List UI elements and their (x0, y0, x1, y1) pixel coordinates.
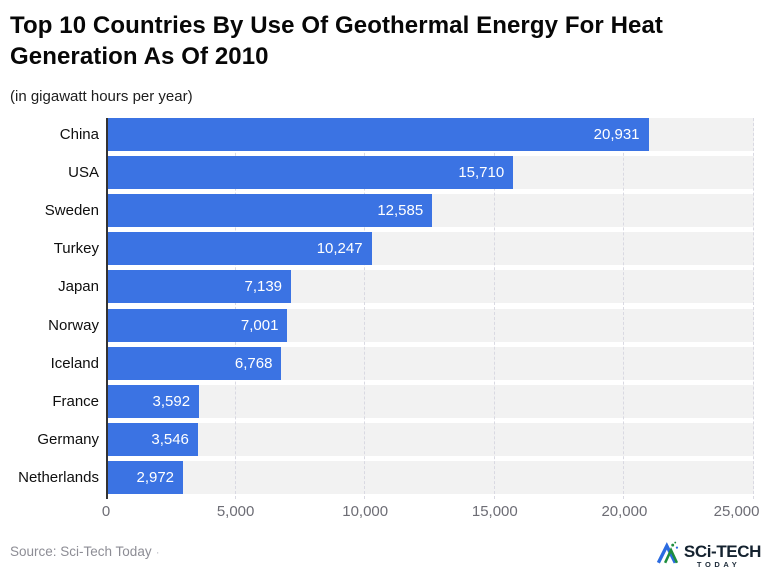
plot-area: 20,931 15,710 12,585 10,247 7,139 7,001 6,768 3… (106, 118, 754, 499)
logo-wordmark: SCi-TECH (683, 542, 761, 562)
bar-value-label: 6,768 (234, 354, 273, 372)
category-label-usa: USA (68, 164, 99, 182)
category-label-netherlands: Netherlands (18, 468, 99, 486)
category-label-turkey: Turkey (53, 240, 99, 258)
chart-subtitle: (in gigawatt hours per year) (10, 88, 193, 105)
gridline (493, 118, 495, 499)
bar-value-label: 7,139 (244, 278, 283, 296)
category-label-iceland: Iceland (50, 354, 99, 372)
bar-value-label: 2,972 (136, 468, 175, 486)
bar-turkey: 10,247 (106, 232, 372, 266)
x-tick-label: 5,000 (216, 503, 255, 520)
bar-value-label: 15,710 (458, 164, 505, 182)
bar-iceland: 6,768 (106, 346, 282, 380)
x-tick-label: 25,000 (713, 503, 760, 520)
chart-title: Top 10 Countries By Use Of Geothermal En… (10, 12, 663, 70)
logo-icon-svg (656, 541, 679, 564)
gridline (364, 118, 366, 499)
category-label-france: France (52, 392, 99, 410)
bar-value-label: 20,931 (593, 126, 640, 143)
source-separator-dot: · (155, 545, 160, 559)
bar-france: 3,592 (106, 384, 200, 418)
source-attribution: Source: Sci-Tech Today · (10, 544, 160, 559)
scitech-today-logo: SCi-TECH TODAY (655, 540, 761, 572)
bar-germany: 3,546 (106, 422, 198, 456)
x-tick-label: 20,000 (601, 503, 648, 520)
x-tick-label: 15,000 (471, 503, 518, 520)
category-label-norway: Norway (48, 316, 99, 334)
bar-value-label: 7,001 (240, 316, 279, 334)
bar-value-label: 10,247 (316, 240, 363, 258)
bar-china: 20,931 (106, 118, 649, 151)
bar-value-label: 12,585 (377, 202, 424, 220)
bar-value-label: 3,546 (151, 430, 189, 448)
y-axis-line (106, 118, 108, 499)
bar-sweden: 12,585 (106, 194, 433, 228)
category-label-germany: Germany (37, 430, 99, 448)
mountain-flask-icon (655, 540, 682, 572)
gridline (753, 118, 754, 499)
row-band (106, 384, 754, 418)
bar-japan: 7,139 (106, 270, 292, 304)
category-axis: China USA Sweden Turkey Japan Norway Iceland Fr… (0, 118, 99, 499)
row-band (106, 422, 754, 456)
bar-usa: 15,710 (106, 156, 514, 190)
x-tick-label: 0 (101, 503, 111, 520)
x-tick-label: 10,000 (342, 503, 389, 520)
x-axis: 0 5,000 10,000 15,000 20,000 25,000 (0, 503, 766, 523)
bar-netherlands: 2,972 (106, 460, 184, 494)
category-label-sweden: Sweden (44, 202, 99, 220)
source-text: Source: Sci-Tech Today (10, 544, 152, 559)
category-label-japan: Japan (58, 278, 99, 296)
gridline (623, 118, 625, 499)
category-label-china: China (59, 126, 99, 143)
row-band (106, 460, 754, 494)
bar-norway: 7,001 (106, 308, 288, 342)
bar-value-label: 3,592 (152, 392, 191, 410)
logo-text: SCi-TECH TODAY (684, 543, 761, 569)
logo-subtext: TODAY (696, 560, 741, 570)
